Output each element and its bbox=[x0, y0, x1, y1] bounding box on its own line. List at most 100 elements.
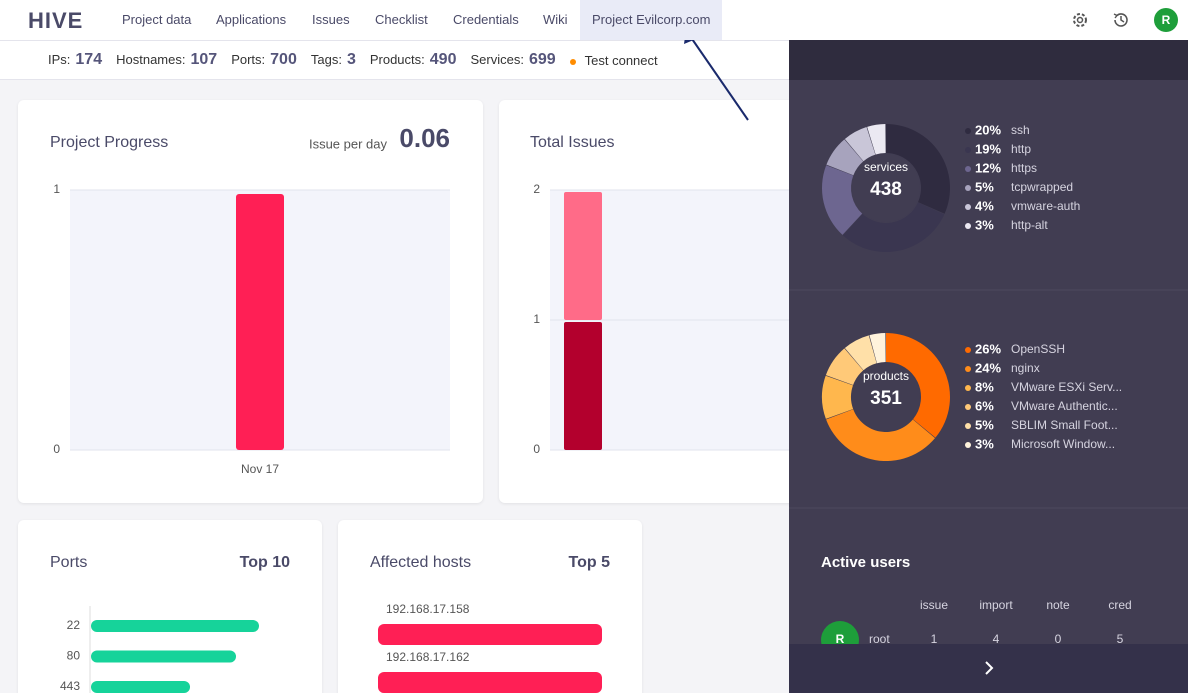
donut-label: services bbox=[864, 160, 908, 174]
legend-percent: 4% bbox=[975, 198, 994, 213]
legend-dot bbox=[965, 404, 971, 410]
test-connect[interactable]: Test connect bbox=[569, 52, 658, 68]
nav-tab[interactable]: Wiki bbox=[543, 12, 568, 27]
y-tick-label: 22 bbox=[67, 618, 81, 632]
legend-dot bbox=[965, 223, 971, 229]
stat-value: 699 bbox=[528, 51, 556, 68]
user-name: root bbox=[869, 632, 890, 646]
nav-tab[interactable]: Project Evilcorp.com bbox=[580, 0, 723, 40]
column-header: issue bbox=[920, 598, 948, 612]
legend-name: vmware-auth bbox=[1011, 199, 1080, 213]
stat: Tags: 3 bbox=[311, 51, 356, 69]
legend-name: OpenSSH bbox=[1011, 342, 1065, 356]
bar-segment bbox=[564, 192, 602, 320]
legend-name: VMware ESXi Serv... bbox=[1011, 380, 1122, 394]
legend-dot bbox=[965, 385, 971, 391]
legend-name: http-alt bbox=[1011, 218, 1048, 232]
legend-dot bbox=[965, 366, 971, 372]
legend-dot bbox=[965, 166, 971, 172]
history-icon[interactable] bbox=[1111, 10, 1131, 30]
nav-tab[interactable]: Project data bbox=[122, 12, 192, 27]
legend-dot bbox=[965, 147, 971, 153]
donut-total: 351 bbox=[870, 388, 902, 409]
y-tick-label: 80 bbox=[67, 649, 81, 663]
donut-segment bbox=[822, 165, 863, 235]
donut-segment bbox=[886, 333, 950, 438]
legend-name: tcpwrapped bbox=[1011, 180, 1073, 194]
stat-value: 107 bbox=[190, 51, 218, 68]
user-avatar[interactable]: R bbox=[1154, 8, 1178, 32]
bar-label: 192.168.17.158 bbox=[386, 602, 470, 616]
legend-name: https bbox=[1011, 161, 1037, 175]
bar-label: 192.168.17.162 bbox=[386, 650, 470, 664]
legend-dot bbox=[965, 347, 971, 353]
panel-footer bbox=[789, 644, 1188, 693]
collapse-button[interactable] bbox=[985, 661, 994, 675]
nav-tab[interactable]: Credentials bbox=[453, 12, 519, 27]
y-tick-label: 1 bbox=[53, 182, 60, 196]
card-subtitle: Top 10 bbox=[240, 554, 290, 571]
rate-label: Issue per day bbox=[309, 136, 388, 151]
legend-name: ssh bbox=[1011, 123, 1030, 137]
y-tick-label: 0 bbox=[53, 442, 60, 456]
legend-dot bbox=[965, 423, 971, 429]
legend-name: VMware Authentic... bbox=[1011, 399, 1118, 413]
legend-dot bbox=[965, 128, 971, 134]
card-title: Total Issues bbox=[530, 134, 614, 151]
bar bbox=[236, 194, 284, 450]
legend-dot bbox=[965, 442, 971, 448]
donut-segment bbox=[842, 202, 945, 252]
nav-tab[interactable]: Issues bbox=[312, 12, 350, 27]
bar bbox=[91, 681, 191, 693]
stat: IPs: 174 bbox=[48, 51, 102, 69]
nav-tab[interactable]: Applications bbox=[216, 12, 287, 27]
ports-card bbox=[18, 520, 322, 693]
rate-value: 0.06 bbox=[399, 123, 450, 153]
legend-percent: 26% bbox=[975, 341, 1001, 356]
annotation-arrow bbox=[689, 35, 749, 121]
donut-hole bbox=[852, 154, 920, 222]
card-title: Ports bbox=[50, 554, 87, 571]
bar-segment bbox=[564, 322, 602, 450]
stat-value: 174 bbox=[75, 51, 103, 68]
card-subtitle: Top 5 bbox=[569, 554, 611, 571]
stat-value: 490 bbox=[429, 51, 457, 68]
donut-segment bbox=[869, 333, 886, 364]
donut-segment bbox=[867, 124, 886, 155]
column-header: cred bbox=[1108, 598, 1131, 612]
legend-name: SBLIM Small Foot... bbox=[1011, 418, 1118, 432]
legend-percent: 3% bbox=[975, 436, 994, 451]
settings-icon[interactable] bbox=[1070, 10, 1090, 30]
bar bbox=[91, 650, 237, 663]
y-tick-label: 2 bbox=[533, 182, 540, 196]
panel-content: 20% ssh 19% http 12% https 5% tcpwrapped 4% vmwar… bbox=[789, 40, 1188, 693]
stat: Hostnames: 107 bbox=[116, 51, 217, 69]
user-count: 5 bbox=[1117, 632, 1124, 646]
nav-tab[interactable]: Checklist bbox=[375, 12, 428, 27]
stat-label: Hostnames: bbox=[116, 52, 186, 67]
legend-percent: 5% bbox=[975, 179, 994, 194]
stat-label: IPs: bbox=[48, 52, 71, 67]
legend-percent: 12% bbox=[975, 160, 1001, 175]
legend-name: http bbox=[1011, 142, 1031, 156]
user-count: 0 bbox=[1055, 632, 1062, 646]
y-tick-label: 443 bbox=[60, 679, 80, 693]
logo[interactable]: HIVE bbox=[28, 8, 84, 33]
legend-percent: 5% bbox=[975, 417, 994, 432]
donut-segment bbox=[822, 375, 854, 419]
stat: Products: 490 bbox=[370, 51, 457, 69]
stat: Services: 699 bbox=[470, 51, 555, 69]
legend-percent: 19% bbox=[975, 141, 1001, 156]
donut-segment bbox=[826, 409, 936, 462]
legend-name: Microsoft Window... bbox=[1011, 437, 1115, 451]
panel-header bbox=[789, 40, 1188, 80]
legend-dot bbox=[965, 204, 971, 210]
legend-percent: 24% bbox=[975, 360, 1001, 375]
card-title: Project Progress bbox=[50, 134, 168, 151]
stat-label: Ports: bbox=[231, 52, 266, 67]
charts: Project Progress Issue per day 0.06 0 1 Nov 1… bbox=[50, 30, 789, 693]
donut-segment bbox=[844, 127, 876, 162]
donut-total: 438 bbox=[870, 179, 902, 200]
test-connect-label: Test connect bbox=[584, 52, 658, 68]
